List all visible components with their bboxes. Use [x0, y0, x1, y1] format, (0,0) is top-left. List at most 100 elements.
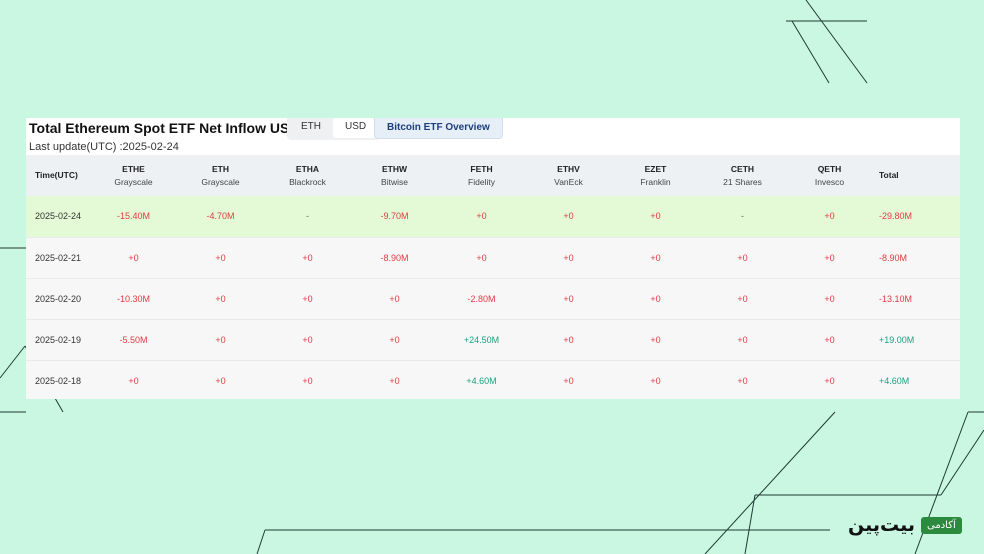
fund-column-header: QETH Invesco — [786, 155, 873, 196]
fund-issuer: Grayscale — [114, 176, 153, 187]
table-row: 2025-02-19 -5.50M +0 +0 +0 +24.50M +0 +0 +0 +0 +19… — [26, 319, 960, 360]
fund-column-header: ETHV VanEck — [525, 155, 612, 196]
flow-cell: +0 — [128, 252, 139, 263]
flow-cell: +0 — [563, 334, 574, 345]
fund-column-header: ETH Grayscale — [177, 155, 264, 196]
flow-cell: -10.30M — [116, 293, 151, 304]
flow-cell: +0 — [563, 211, 574, 222]
total-cell: -8.90M — [879, 252, 908, 263]
fund-issuer: 21 Shares — [723, 176, 762, 187]
total-cell: +4.60M — [879, 375, 910, 386]
flow-cell: +0 — [737, 375, 748, 386]
flow-cell: +0 — [476, 252, 487, 263]
logo-badge: آکادمی — [921, 516, 962, 534]
flow-cell: +0 — [650, 375, 661, 386]
table-row: 2025-02-20 -10.30M +0 +0 +0 -2.80M +0 +0 +0 +0 -13… — [26, 278, 960, 319]
fund-column-header: ETHE Grayscale — [90, 155, 177, 196]
page-title: Total Ethereum Spot ETF Net Inflow USD — [29, 120, 300, 136]
flow-cell: -5.50M — [119, 334, 148, 345]
flow-cell: +0 — [215, 375, 226, 386]
flow-cell: +4.60M — [466, 375, 497, 386]
flow-cell: +0 — [563, 375, 574, 386]
flow-cell: +0 — [563, 252, 574, 263]
flow-cell: - — [741, 211, 744, 222]
logo-wordmark: بیت‌پین — [848, 514, 915, 536]
flow-cell: +0 — [128, 375, 139, 386]
fund-ticker: ETHV — [557, 163, 580, 174]
flow-cell: +0 — [737, 334, 748, 345]
table-row: 2025-02-21 +0 +0 +0 -8.90M +0 +0 +0 +0 +0 -8.90M — [26, 237, 960, 278]
flow-cell: - — [306, 211, 309, 222]
flow-cell: +0 — [650, 252, 661, 263]
total-cell: +19.00M — [879, 334, 915, 345]
fund-issuer: VanEck — [554, 176, 583, 187]
flow-cell: +0 — [737, 293, 748, 304]
toggle-eth-button[interactable]: ETH — [301, 121, 321, 132]
fund-ticker: ETHE — [122, 163, 145, 174]
flow-cell: +0 — [824, 211, 835, 222]
flow-cell: +0 — [389, 375, 400, 386]
fund-ticker: FETH — [470, 163, 493, 174]
flow-cell: +0 — [215, 334, 226, 345]
flow-cell: +0 — [389, 334, 400, 345]
unit-toggle: ETH USD — [287, 118, 381, 140]
fund-column-header: EZET Franklin — [612, 155, 699, 196]
flow-cell: -9.70M — [380, 211, 409, 222]
flow-cell: +0 — [824, 252, 835, 263]
flow-cell: +0 — [302, 293, 313, 304]
table-header-row: Time(UTC) ETHE Grayscale ETH Grayscale ETHA B… — [26, 155, 960, 196]
date-cell: 2025-02-20 — [35, 293, 82, 304]
flow-cell: +0 — [824, 334, 835, 345]
last-update-label: Last update(UTC) :2025-02-24 — [29, 141, 179, 153]
flow-cell: +0 — [737, 252, 748, 263]
fund-issuer: Franklin — [640, 176, 671, 187]
flow-cell: +0 — [302, 375, 313, 386]
fund-ticker: EZET — [644, 163, 667, 174]
fund-ticker: ETHA — [295, 163, 320, 174]
table-row: 2025-02-24 -15.40M -4.70M - -9.70M +0 +0 +0 - +0 -… — [26, 196, 960, 237]
fund-issuer: Grayscale — [201, 176, 240, 187]
fund-issuer: Blackrock — [289, 176, 326, 187]
table-body: 2025-02-24 -15.40M -4.70M - -9.70M +0 +0 +0 - +0 -… — [26, 196, 960, 399]
flow-cell: +0 — [302, 252, 313, 263]
bitcoin-etf-overview-button[interactable]: Bitcoin ETF Overview — [374, 118, 503, 139]
fund-column-header: FETH Fidelity — [438, 155, 525, 196]
flow-cell: +0 — [389, 293, 400, 304]
date-cell: 2025-02-24 — [35, 211, 82, 222]
fund-ticker: CETH — [730, 163, 755, 174]
flow-cell: +0 — [650, 211, 661, 222]
date-cell: 2025-02-18 — [35, 375, 82, 386]
fund-column-header: ETHA Blackrock — [264, 155, 351, 196]
flow-cell: +24.50M — [463, 334, 500, 345]
etf-flow-table: Time(UTC) ETHE Grayscale ETH Grayscale ETHA B… — [26, 155, 960, 399]
total-cell: -13.10M — [879, 293, 913, 304]
flow-cell: -8.90M — [380, 252, 409, 263]
date-cell: 2025-02-19 — [35, 334, 82, 345]
flow-cell: +0 — [563, 293, 574, 304]
flow-cell: -15.40M — [116, 211, 151, 222]
flow-cell: -4.70M — [206, 211, 235, 222]
table-row: 2025-02-18 +0 +0 +0 +0 +4.60M +0 +0 +0 +0 +4.60M — [26, 360, 960, 399]
fund-ticker: ETH — [212, 163, 229, 174]
time-column-header: Time(UTC) — [35, 170, 78, 180]
fund-issuer: Bitwise — [381, 176, 408, 187]
toggle-usd-button[interactable]: USD — [333, 118, 379, 138]
flow-cell: -2.80M — [467, 293, 496, 304]
total-cell: -29.80M — [879, 211, 913, 222]
flow-cell: +0 — [824, 375, 835, 386]
flow-cell: +0 — [476, 211, 487, 222]
flow-cell: +0 — [650, 293, 661, 304]
total-column-header: Total — [879, 170, 899, 180]
panel-header: Total Ethereum Spot ETF Net Inflow USD L… — [26, 118, 960, 154]
fund-ticker: ETHW — [381, 163, 408, 174]
fund-ticker: QETH — [817, 163, 842, 174]
flow-cell: +0 — [302, 334, 313, 345]
etf-inflow-panel: Total Ethereum Spot ETF Net Inflow USD L… — [26, 118, 960, 399]
flow-cell: +0 — [650, 334, 661, 345]
fund-issuer: Fidelity — [468, 176, 495, 187]
flow-cell: +0 — [824, 293, 835, 304]
fund-column-header: CETH 21 Shares — [699, 155, 786, 196]
bitpin-academy-logo: بیت‌پین آکادمی — [848, 512, 962, 538]
fund-issuer: Invesco — [814, 176, 845, 187]
flow-cell: +0 — [215, 252, 226, 263]
